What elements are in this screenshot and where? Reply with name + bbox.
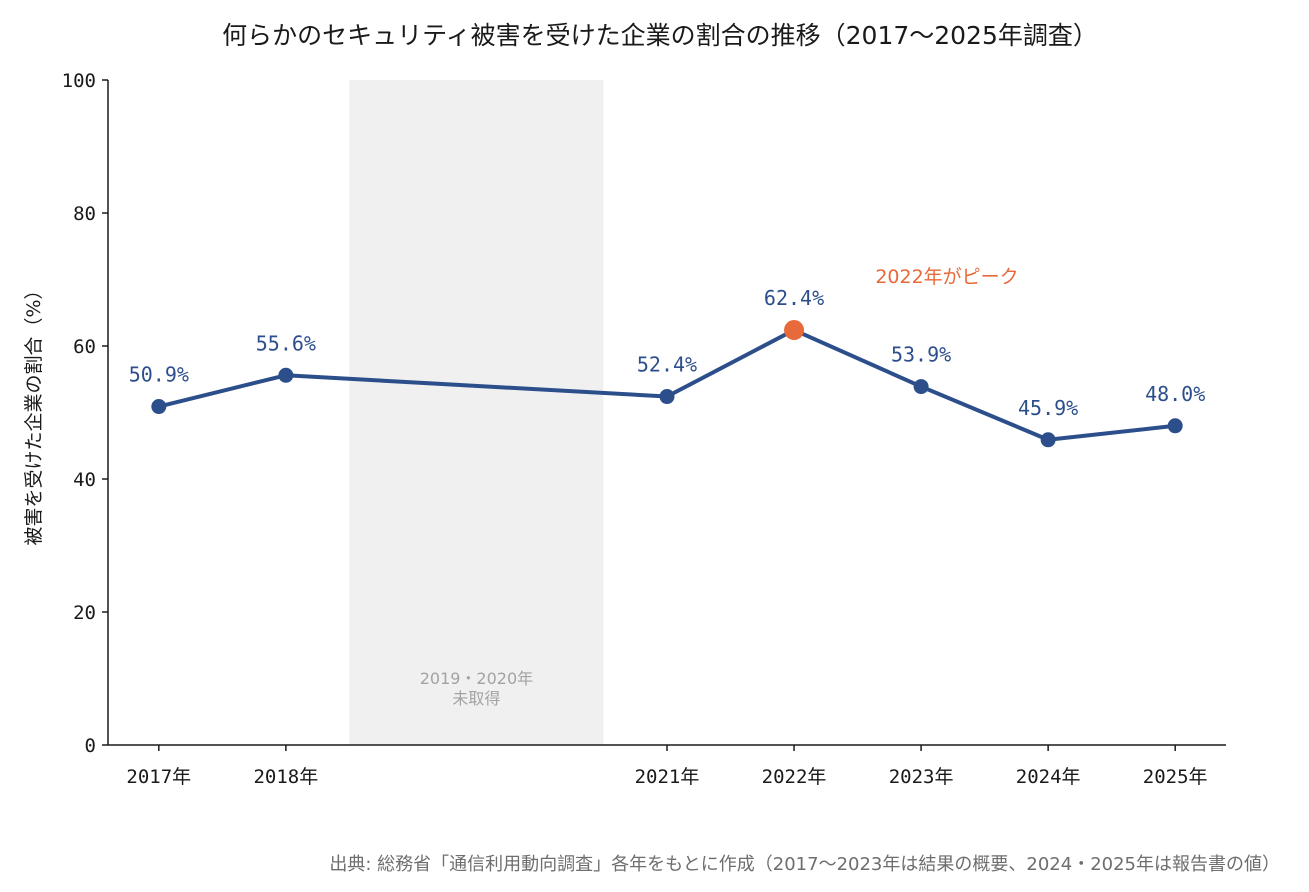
y-tick-label: 40 bbox=[73, 469, 96, 491]
y-tick-label: 60 bbox=[73, 336, 96, 358]
x-tick-label: 2025年 bbox=[1143, 766, 1208, 788]
y-tick-label: 100 bbox=[62, 70, 96, 92]
data-label: 55.6% bbox=[256, 331, 316, 355]
peak-point bbox=[784, 320, 805, 341]
data-label: 48.0% bbox=[1145, 382, 1205, 406]
x-tick-label: 2024年 bbox=[1016, 766, 1081, 788]
y-tick-label: 0 bbox=[85, 735, 96, 757]
missing-data-band bbox=[349, 80, 604, 745]
data-label: 50.9% bbox=[129, 363, 189, 387]
data-point bbox=[1040, 432, 1056, 448]
y-axis-ticks: 0 20 40 60 80 100 bbox=[62, 70, 108, 757]
data-point bbox=[1167, 418, 1183, 434]
x-tick-label: 2018年 bbox=[253, 766, 318, 788]
y-axis-label: 被害を受けた企業の割合（%） bbox=[23, 280, 45, 545]
y-tick-label: 80 bbox=[73, 203, 96, 225]
data-label: 45.9% bbox=[1018, 396, 1078, 420]
x-tick-label: 2023年 bbox=[889, 766, 954, 788]
missing-data-label-years: 2019・2020年 bbox=[420, 669, 533, 688]
x-tick-label: 2022年 bbox=[762, 766, 827, 788]
source-note: 出典: 総務省「通信利用動向調査」各年をもとに作成（2017〜2023年は結果の… bbox=[329, 854, 1280, 875]
y-tick-label: 20 bbox=[73, 602, 96, 624]
data-point bbox=[278, 367, 294, 383]
data-point bbox=[659, 389, 675, 405]
data-point bbox=[151, 399, 167, 415]
missing-data-label-note: 未取得 bbox=[452, 689, 500, 708]
data-label: 62.4% bbox=[764, 286, 824, 310]
x-axis-ticks: 2017年 2018年 2021年 2022年 2023年 2024年 2025年 bbox=[126, 745, 1208, 788]
chart-title: 何らかのセキュリティ被害を受けた企業の割合の推移（2017〜2025年調査） bbox=[222, 21, 1098, 50]
x-tick-label: 2021年 bbox=[635, 766, 700, 788]
data-label: 53.9% bbox=[891, 343, 951, 367]
data-label: 52.4% bbox=[637, 353, 697, 377]
data-point bbox=[913, 379, 929, 395]
peak-annotation: 2022年がピーク bbox=[875, 266, 1018, 288]
x-tick-label: 2017年 bbox=[126, 766, 191, 788]
series-line-group: 50.9% 55.6% 52.4% 62.4% 53.9% 45.9% 48.0% bbox=[129, 286, 1205, 448]
